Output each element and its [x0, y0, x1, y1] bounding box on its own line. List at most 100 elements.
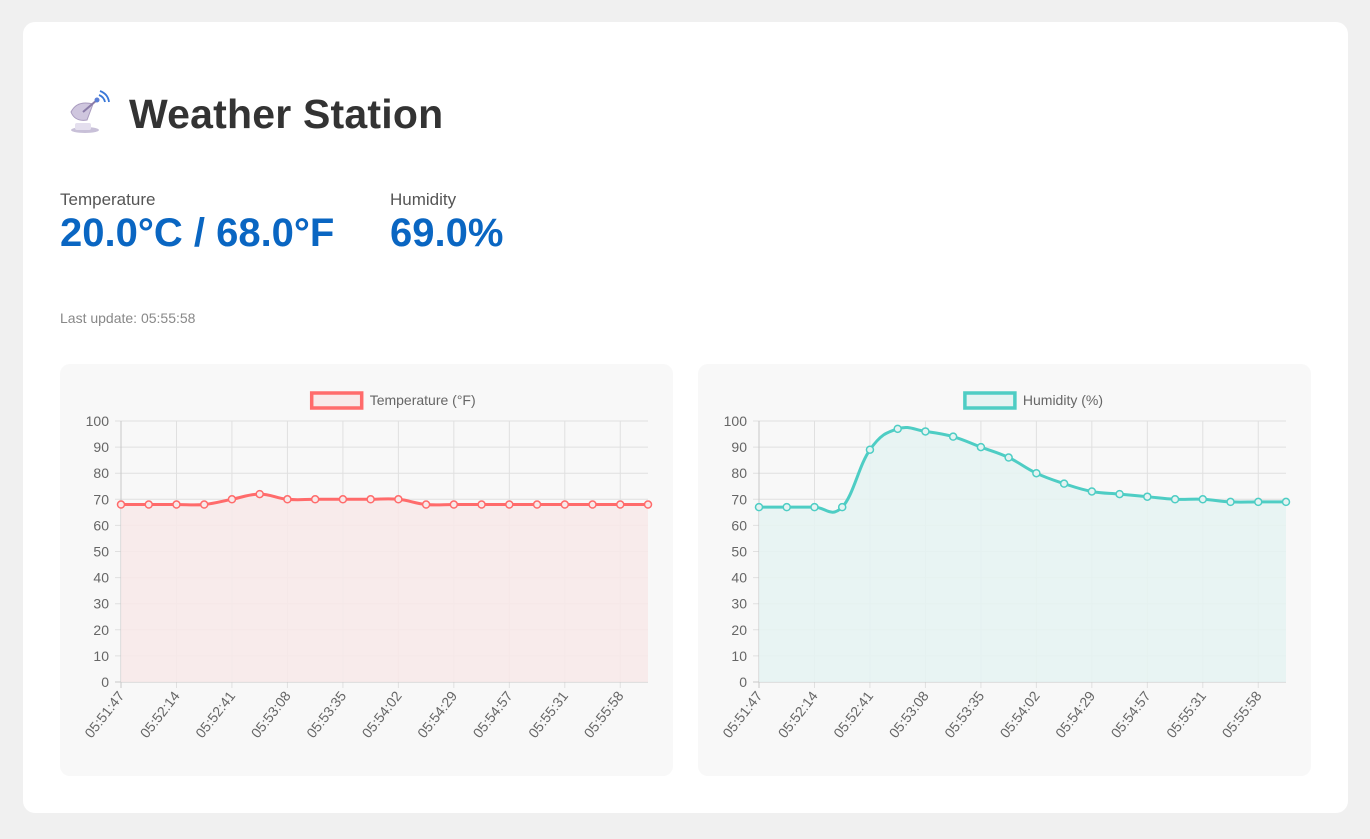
- humidity-chart-data-point[interactable]: [1059, 479, 1069, 488]
- temperature-chart-data-point[interactable]: [505, 500, 514, 509]
- temperature-chart-data-point[interactable]: [366, 495, 375, 504]
- humidity-chart-data-point[interactable]: [1087, 487, 1097, 496]
- temperature-chart-data-point[interactable]: [477, 500, 486, 509]
- humidity-chart-data-point[interactable]: [1115, 489, 1124, 499]
- humidity-chart-data-point[interactable]: [837, 502, 847, 512]
- humidity-chart-data-point[interactable]: [948, 432, 958, 441]
- humidity-chart-data-point[interactable]: [1254, 497, 1263, 507]
- temperature-chart-y-tick-label: 60: [93, 517, 109, 533]
- temperature-chart-legend-swatch: [309, 391, 364, 410]
- temperature-chart-y-tick-label: 40: [93, 570, 109, 586]
- humidity-chart-x-tick-label: 05:55:31: [1163, 688, 1209, 741]
- temperature-label: Temperature: [60, 190, 156, 209]
- temperature-chart-data-point[interactable]: [172, 500, 181, 509]
- temperature-chart-data-point[interactable]: [116, 500, 126, 509]
- temperature-value: 20.0°C / 68.0°F: [60, 211, 335, 255]
- humidity-metric: Humidity 69.0%: [390, 190, 503, 256]
- humidity-chart-data-point[interactable]: [1226, 497, 1235, 507]
- temperature-chart-x-tick-label: 05:52:14: [137, 688, 183, 741]
- temperature-chart-data-point[interactable]: [588, 500, 597, 509]
- temperature-chart-data-point[interactable]: [144, 500, 153, 509]
- humidity-chart-y-tick-label: 20: [731, 622, 747, 638]
- humidity-chart-y-tick-label: 30: [731, 596, 747, 612]
- temperature-chart-data-point[interactable]: [394, 495, 403, 504]
- humidity-chart-x-tick-label: 05:54:57: [1108, 688, 1154, 741]
- temperature-chart-y-tick-label: 100: [86, 413, 110, 429]
- humidity-chart-data-point[interactable]: [754, 502, 764, 512]
- humidity-chart-x-tick-label: 05:53:35: [941, 688, 987, 741]
- humidity-chart-data-point[interactable]: [1170, 495, 1180, 504]
- temperature-chart-data-point[interactable]: [421, 500, 431, 509]
- humidity-chart-y-tick-label: 90: [731, 439, 747, 455]
- temperature-chart-data-point[interactable]: [560, 500, 570, 509]
- temperature-chart-data-point[interactable]: [643, 500, 653, 509]
- temperature-chart-x-tick-label: 05:55:31: [525, 688, 571, 741]
- humidity-chart-data-point[interactable]: [976, 442, 986, 452]
- humidity-chart-data-point[interactable]: [782, 502, 791, 512]
- temperature-chart-x-tick-label: 05:52:41: [192, 688, 238, 741]
- humidity-chart-y-tick-label: 40: [731, 570, 747, 586]
- temperature-chart-y-tick-label: 80: [93, 465, 109, 481]
- temperature-chart-y-tick-label: 20: [93, 622, 109, 638]
- temperature-chart-legend[interactable]: Temperature (°F): [309, 391, 476, 410]
- temperature-chart-data-point[interactable]: [338, 495, 348, 504]
- temperature-chart-panel: Temperature (°F) 0 10 20 30 40 50 60 70 80 90 100 05…: [60, 364, 673, 776]
- temperature-chart-data-point[interactable]: [227, 495, 237, 504]
- satellite-antenna-icon: [70, 90, 110, 133]
- humidity-chart-x-tick-label: 05:54:02: [997, 688, 1043, 741]
- temperature-chart-y-tick-label: 50: [93, 544, 109, 560]
- temperature-chart-data-point[interactable]: [616, 500, 625, 509]
- humidity-chart-data-point[interactable]: [810, 502, 819, 512]
- humidity-chart-data-point[interactable]: [1032, 468, 1041, 478]
- temperature-chart-y-tick-label: 90: [93, 439, 109, 455]
- humidity-value: 69.0%: [390, 211, 504, 255]
- humidity-chart-data-point[interactable]: [893, 424, 902, 434]
- temperature-chart: Temperature (°F) 0 10 20 30 40 50 60 70 80 90 100 05…: [81, 391, 653, 741]
- humidity-chart-data-point[interactable]: [865, 445, 875, 454]
- humidity-chart-y-tick-label: 10: [731, 648, 747, 664]
- humidity-chart-data-point[interactable]: [921, 427, 930, 436]
- temperature-chart-y-tick-label: 70: [93, 491, 109, 507]
- temperature-chart-x-tick-label: 05:51:47: [81, 688, 127, 741]
- temperature-chart-x-tick-label: 05:53:35: [303, 688, 349, 741]
- humidity-chart-data-point[interactable]: [1143, 492, 1152, 501]
- humidity-label: Humidity: [390, 190, 457, 209]
- temperature-chart-data-point[interactable]: [283, 495, 292, 504]
- page-title: Weather Station: [129, 90, 444, 137]
- temperature-metric: Temperature 20.0°C / 68.0°F: [60, 190, 334, 256]
- humidity-chart-x-tick-label: 05:53:08: [886, 688, 932, 741]
- last-update-text: Last update: 05:55:58: [60, 310, 196, 326]
- humidity-chart-legend[interactable]: Humidity (%): [963, 391, 1103, 410]
- temperature-chart-data-point[interactable]: [310, 495, 320, 504]
- temperature-chart-data-point[interactable]: [449, 500, 459, 509]
- humidity-chart-data-point[interactable]: [1198, 495, 1208, 504]
- humidity-chart-series-area: [759, 427, 1286, 682]
- humidity-chart-x-tick-label: 05:52:14: [775, 688, 821, 741]
- humidity-chart-y-tick-label: 50: [731, 544, 747, 560]
- humidity-chart-legend-swatch: [963, 391, 1017, 410]
- temperature-chart-y-tick-label: 10: [93, 648, 109, 664]
- temperature-chart-y-tick-label: 0: [101, 674, 109, 690]
- humidity-chart-panel: Humidity (%) 0 10 20 30 40 50 60 70 80 90 100 05:51:…: [698, 364, 1311, 776]
- temperature-chart-x-tick-label: 05:54:02: [359, 688, 405, 741]
- temperature-chart-data-point[interactable]: [532, 500, 542, 509]
- temperature-chart-series-area: [121, 494, 648, 682]
- temperature-chart-y-tick-label: 30: [93, 596, 109, 612]
- humidity-chart: Humidity (%) 0 10 20 30 40 50 60 70 80 90 100 05:51:…: [719, 391, 1291, 741]
- temperature-chart-x-tick-label: 05:54:57: [470, 688, 516, 741]
- humidity-chart-y-tick-label: 70: [731, 491, 747, 507]
- temperature-chart-x-tick-label: 05:53:08: [248, 688, 294, 741]
- humidity-chart-x-tick-label: 05:51:47: [719, 688, 765, 741]
- dashboard-card: Weather Station Temperature 20.0°C / 68.…: [23, 22, 1348, 813]
- page-header: Weather Station: [63, 90, 443, 138]
- humidity-chart-x-tick-label: 05:55:58: [1218, 688, 1264, 741]
- humidity-chart-x-tick-label: 05:52:41: [830, 688, 876, 741]
- temperature-chart-data-point[interactable]: [255, 489, 264, 499]
- temperature-chart-x-tick-label: 05:54:29: [414, 688, 460, 741]
- temperature-chart-data-point[interactable]: [199, 500, 209, 509]
- humidity-chart-data-point[interactable]: [1004, 453, 1013, 462]
- humidity-chart-y-tick-label: 0: [739, 674, 747, 690]
- humidity-chart-y-tick-label: 80: [731, 465, 747, 481]
- humidity-chart-data-point[interactable]: [1281, 497, 1291, 507]
- humidity-chart-y-tick-label: 100: [724, 413, 748, 429]
